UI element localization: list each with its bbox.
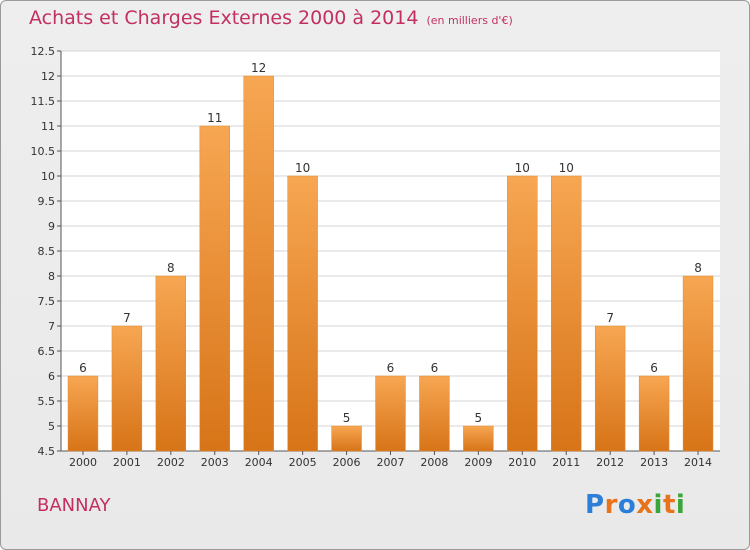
x-tick-label-2008: 2008	[420, 456, 448, 469]
value-label-2012: 7	[606, 311, 614, 325]
bar-2013	[638, 375, 670, 452]
value-label-2004: 12	[251, 61, 266, 75]
value-label-2000: 6	[79, 361, 87, 375]
x-tick-label-2004: 2004	[245, 456, 273, 469]
proxiti-logo: Proxiti	[585, 490, 685, 520]
logo-letter: o	[617, 490, 637, 520]
x-tick-label-2010: 2010	[508, 456, 536, 469]
y-tick-label: 12.5	[31, 45, 56, 58]
bar-2004	[243, 75, 274, 452]
bar-2007	[375, 375, 406, 452]
y-tick-label: 8	[48, 270, 55, 283]
y-tick-label: 9.5	[38, 195, 56, 208]
bar-2014	[682, 275, 714, 452]
y-tick-label: 7	[48, 320, 55, 333]
chart-subtitle: (en milliers d'€)	[426, 14, 513, 27]
y-tick-label: 5	[48, 420, 55, 433]
bar-2008	[419, 375, 450, 452]
value-label-2002: 8	[167, 261, 175, 275]
x-tick-label-2006: 2006	[333, 456, 361, 469]
y-tick-label: 10	[41, 170, 55, 183]
value-label-2011: 10	[559, 161, 574, 175]
value-label-2003: 11	[207, 111, 222, 125]
y-tick-label: 6.5	[38, 345, 56, 358]
y-tick-label: 7.5	[38, 295, 56, 308]
bar-2012	[594, 325, 626, 452]
y-tick-label: 6	[48, 370, 55, 383]
value-label-2005: 10	[295, 161, 310, 175]
x-tick-label-2003: 2003	[201, 456, 229, 469]
place-name: BANNAY	[37, 495, 111, 516]
chart-title-text: Achats et Charges Externes 2000 à 2014	[29, 7, 419, 29]
y-tick-label: 9	[48, 220, 55, 233]
x-tick-label-2009: 2009	[464, 456, 492, 469]
y-tick-label: 4.5	[38, 445, 56, 458]
x-tick-label-2002: 2002	[157, 456, 185, 469]
value-label-2010: 10	[515, 161, 530, 175]
x-tick-label-2014: 2014	[684, 456, 712, 469]
y-tick-label: 11.5	[31, 95, 56, 108]
bar-2009	[463, 425, 494, 452]
value-label-2007: 6	[387, 361, 395, 375]
bar-2011	[551, 175, 582, 452]
logo-letter: x	[636, 490, 654, 520]
y-tick-label: 10.5	[31, 145, 56, 158]
x-tick-label-2011: 2011	[552, 456, 580, 469]
x-tick-label-2012: 2012	[596, 456, 624, 469]
y-tick-label: 12	[41, 70, 55, 83]
logo-letter: i	[653, 490, 663, 520]
y-tick-label: 5.5	[38, 395, 56, 408]
value-label-2006: 5	[343, 411, 351, 425]
x-tick-label-2005: 2005	[289, 456, 317, 469]
bar-2006	[331, 425, 362, 452]
logo-letter: r	[604, 490, 618, 520]
value-label-2013: 6	[650, 361, 658, 375]
x-tick-label-2007: 2007	[377, 456, 405, 469]
x-tick-label-2001: 2001	[113, 456, 141, 469]
y-tick-label: 11	[41, 120, 55, 133]
bar-2002	[155, 275, 187, 452]
x-tick-label-2013: 2013	[640, 456, 668, 469]
logo-letter: t	[662, 490, 676, 520]
bar-2010	[507, 175, 538, 452]
logo-letter: i	[675, 490, 686, 520]
chart-title: Achats et Charges Externes 2000 à 2014 (e…	[29, 7, 513, 29]
value-label-2001: 7	[123, 311, 131, 325]
value-label-2014: 8	[694, 261, 702, 275]
bar-2001	[111, 325, 143, 452]
y-tick-label: 8.5	[38, 245, 56, 258]
logo-letter: P	[585, 490, 605, 520]
bar-2005	[287, 175, 318, 452]
bar-2000	[67, 375, 99, 452]
value-label-2009: 5	[475, 411, 483, 425]
x-tick-label-2000: 2000	[69, 456, 97, 469]
value-label-2008: 6	[431, 361, 439, 375]
bar-2003	[199, 125, 230, 452]
